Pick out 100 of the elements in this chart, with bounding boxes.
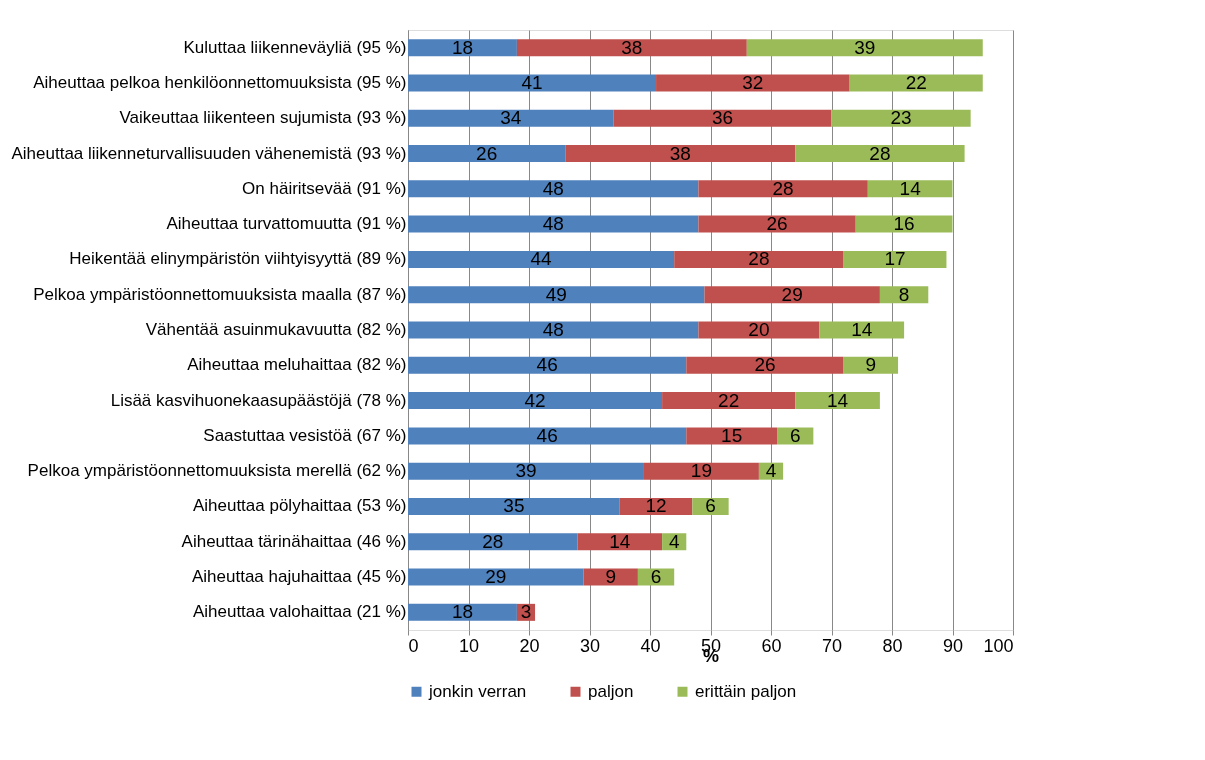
data-label: 49 xyxy=(545,283,567,305)
legend-label: jonkin verran xyxy=(428,681,527,701)
data-label: 44 xyxy=(530,248,553,270)
x-tick-label: 30 xyxy=(579,635,601,656)
data-label: 48 xyxy=(542,213,564,235)
bar xyxy=(674,250,844,268)
bar xyxy=(662,392,796,410)
data-label: 35 xyxy=(503,495,525,517)
y-tick-label: Vaikeuttaa liikenteen sujumista (93 %) xyxy=(119,108,407,128)
y-tick-label: Aiheuttaa meluhaittaa (82 %) xyxy=(187,355,407,375)
bar xyxy=(408,568,584,586)
x-tick-label: 0 xyxy=(408,635,419,656)
data-label: 34 xyxy=(500,107,522,129)
bar xyxy=(408,392,663,410)
bar xyxy=(583,568,638,586)
bar xyxy=(408,603,517,621)
data-label: 29 xyxy=(485,566,507,588)
x-tick-label: 90 xyxy=(942,635,964,656)
x-tick-label: 20 xyxy=(519,635,540,656)
y-tick-label: Aiheuttaa turvattomuutta (91 %) xyxy=(166,214,407,234)
x-tick-label: 100 xyxy=(983,635,1014,656)
bar xyxy=(408,180,699,198)
bar xyxy=(516,39,747,57)
data-label: 46 xyxy=(536,354,558,376)
data-label: 26 xyxy=(754,354,776,376)
data-label: 8 xyxy=(898,283,910,305)
data-label: 38 xyxy=(621,36,643,58)
data-label: 48 xyxy=(542,177,564,199)
y-tick-label: Heikentää elinympäristön viihtyisyyttä (89 %) xyxy=(69,249,407,269)
data-label: 29 xyxy=(781,283,803,305)
bar xyxy=(613,109,832,127)
x-tick-label: 80 xyxy=(882,635,903,656)
data-label: 9 xyxy=(605,566,616,588)
data-label: 22 xyxy=(718,389,740,411)
data-label: 19 xyxy=(690,460,712,482)
data-label: 6 xyxy=(789,424,801,446)
data-label: 28 xyxy=(772,177,794,199)
bar xyxy=(867,180,953,198)
bar xyxy=(849,74,983,92)
y-tick-label: Aiheuttaa tärinähaittaa (46 %) xyxy=(181,531,407,551)
data-label: 38 xyxy=(669,142,691,164)
data-label: 6 xyxy=(705,495,716,517)
y-tick-label: On häiritsevää (91 %) xyxy=(242,178,407,198)
x-tick-label: 60 xyxy=(761,635,782,656)
data-label: 16 xyxy=(893,213,915,235)
bar xyxy=(686,427,778,445)
y-tick-label: Aiheuttaa pelkoa henkilöonnettomuuksista (95 %) xyxy=(33,72,407,92)
data-label: 14 xyxy=(899,177,922,199)
data-label: 14 xyxy=(851,319,873,340)
data-label: 26 xyxy=(766,213,788,235)
bar xyxy=(843,250,947,268)
x-tick-label: 70 xyxy=(821,635,843,656)
y-tick-label: Kuluttaa liikenneväyliä (95 %) xyxy=(183,37,407,57)
data-label: 22 xyxy=(905,71,927,93)
bar xyxy=(698,321,820,339)
data-label: 4 xyxy=(765,460,777,482)
bar xyxy=(855,215,953,233)
bar xyxy=(408,356,687,374)
y-tick-label: Pelkoa ympäristöonnettomuuksista merellä (62 %) xyxy=(27,461,407,481)
bar xyxy=(408,427,687,445)
data-label: 36 xyxy=(712,107,734,129)
bar xyxy=(656,74,850,92)
bar xyxy=(819,321,905,339)
bar xyxy=(565,145,796,163)
bar xyxy=(408,215,699,233)
bar xyxy=(408,74,657,92)
data-label: 18 xyxy=(451,601,474,623)
data-label: 48 xyxy=(542,319,564,340)
bar xyxy=(843,356,899,374)
bar xyxy=(686,356,844,374)
bar xyxy=(408,109,614,127)
data-label: 42 xyxy=(524,389,546,411)
bar xyxy=(643,462,759,480)
data-label: 14 xyxy=(609,530,631,552)
data-label: 41 xyxy=(521,71,543,93)
data-label: 28 xyxy=(482,530,504,552)
data-label: 46 xyxy=(536,424,558,446)
data-label: 3 xyxy=(520,601,532,623)
x-tick-label: 40 xyxy=(640,635,661,656)
bar xyxy=(746,39,983,57)
legend-label: paljon xyxy=(588,681,634,701)
bar xyxy=(408,321,699,339)
bar xyxy=(408,145,566,163)
bar xyxy=(408,39,517,57)
data-label: 18 xyxy=(451,36,474,58)
data-label: 17 xyxy=(884,248,906,270)
data-label: 39 xyxy=(515,460,537,482)
bar xyxy=(408,286,705,304)
bar xyxy=(795,392,880,410)
bar xyxy=(408,250,675,268)
bar xyxy=(408,462,644,480)
data-label: 12 xyxy=(645,495,667,517)
data-label: 9 xyxy=(865,354,877,376)
bar xyxy=(704,286,880,304)
bar xyxy=(698,180,868,198)
data-label: 28 xyxy=(748,248,770,270)
y-tick-label: Saastuttaa vesistöä (67 %) xyxy=(203,425,407,445)
bar xyxy=(408,497,620,515)
data-label: 23 xyxy=(890,107,912,129)
y-tick-label: Aiheuttaa pölyhaittaa (53 %) xyxy=(192,496,407,516)
